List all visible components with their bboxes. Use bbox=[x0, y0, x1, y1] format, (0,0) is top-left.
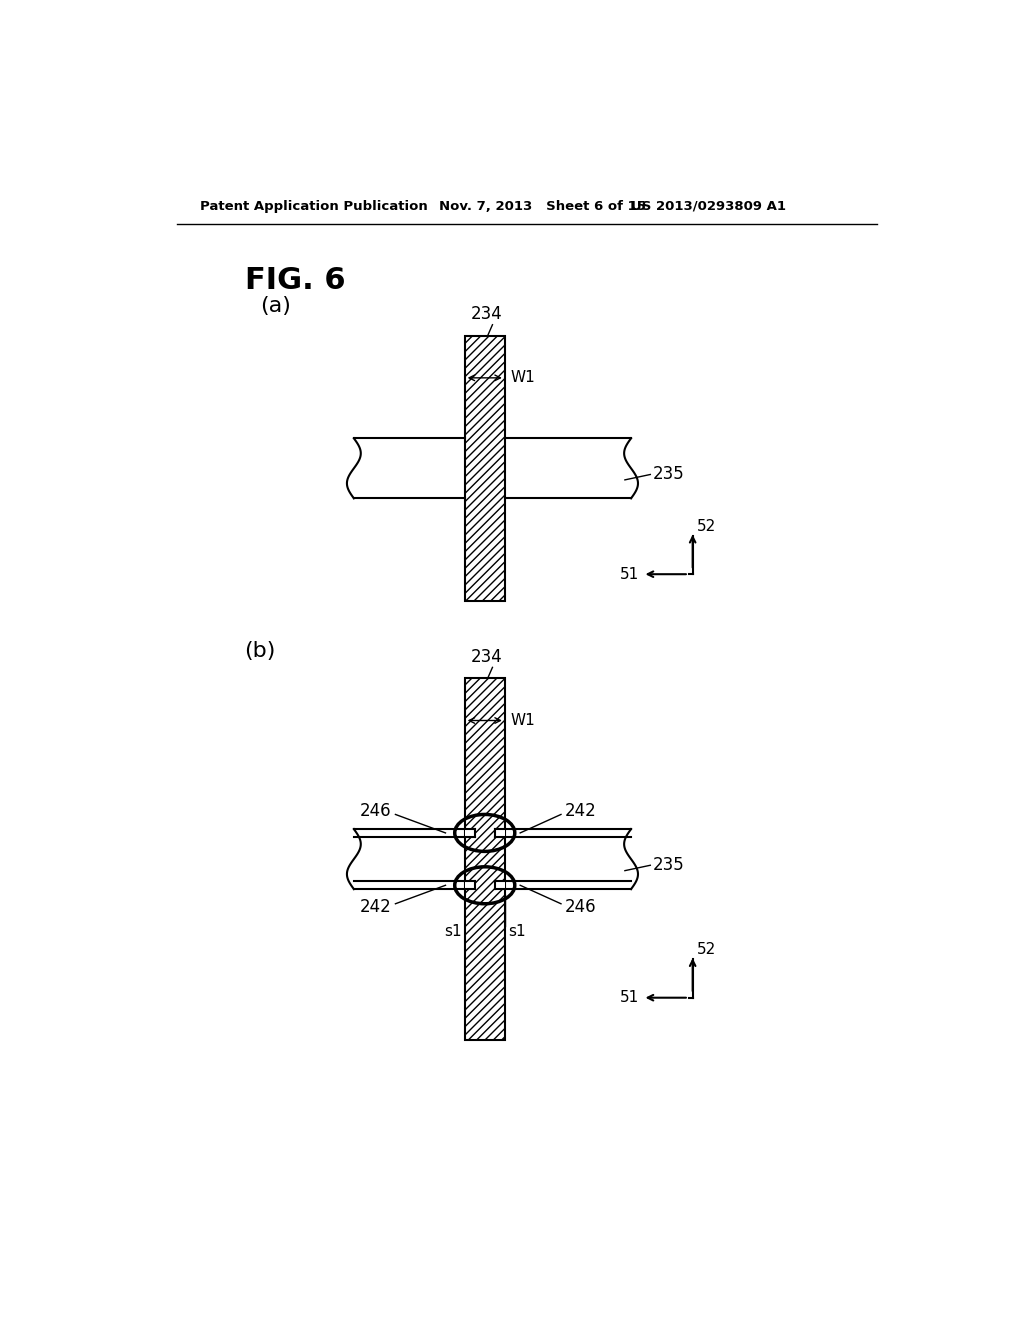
Text: (b): (b) bbox=[245, 642, 275, 661]
Text: s1: s1 bbox=[444, 924, 462, 939]
Text: US 2013/0293809 A1: US 2013/0293809 A1 bbox=[631, 199, 786, 213]
Bar bbox=[354, 829, 631, 890]
Bar bbox=[465, 335, 505, 601]
Text: 51: 51 bbox=[620, 566, 639, 582]
Bar bbox=[354, 438, 631, 499]
Text: 242: 242 bbox=[359, 898, 391, 916]
Text: Patent Application Publication: Patent Application Publication bbox=[200, 199, 428, 213]
Text: s1: s1 bbox=[508, 924, 525, 939]
Text: 235: 235 bbox=[652, 466, 684, 483]
Text: 235: 235 bbox=[652, 857, 684, 874]
Bar bbox=[495, 882, 505, 890]
Text: 234: 234 bbox=[470, 305, 502, 323]
Text: W1: W1 bbox=[510, 713, 535, 729]
Bar bbox=[465, 829, 475, 837]
Text: 234: 234 bbox=[470, 648, 502, 665]
Text: 52: 52 bbox=[697, 942, 717, 957]
Bar bbox=[465, 678, 505, 1040]
Text: Nov. 7, 2013   Sheet 6 of 15: Nov. 7, 2013 Sheet 6 of 15 bbox=[438, 199, 645, 213]
Text: W1: W1 bbox=[510, 371, 535, 385]
Text: 246: 246 bbox=[360, 803, 391, 820]
Text: (a): (a) bbox=[260, 296, 291, 317]
Text: 52: 52 bbox=[697, 519, 717, 535]
Bar bbox=[495, 829, 505, 837]
Text: 242: 242 bbox=[565, 803, 597, 820]
Text: FIG. 6: FIG. 6 bbox=[245, 265, 345, 294]
Text: 246: 246 bbox=[565, 898, 596, 916]
Text: 51: 51 bbox=[620, 990, 639, 1006]
Bar bbox=[465, 882, 475, 890]
